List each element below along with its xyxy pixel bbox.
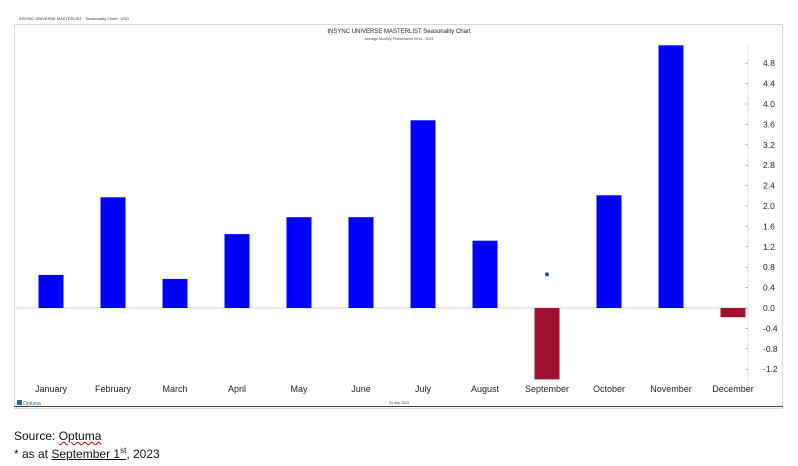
y-tick-label: 3.6 xyxy=(763,119,775,129)
source-prefix: Source: xyxy=(14,429,59,443)
y-tick-label: 4.4 xyxy=(763,79,775,89)
bar-january xyxy=(38,274,64,308)
y-tick-label: 0.8 xyxy=(763,262,775,272)
x-tick-label-july: July xyxy=(415,384,432,394)
x-tick-label-august: August xyxy=(471,384,500,394)
x-tick-label-december: December xyxy=(712,384,754,394)
y-tick-label: 3.2 xyxy=(763,140,775,150)
optuma-logo: Optuma xyxy=(17,400,41,407)
bar-june xyxy=(348,217,374,308)
y-tick-label: 4.8 xyxy=(763,58,775,68)
as-of-year: , 2023 xyxy=(126,447,160,461)
bar-february xyxy=(100,197,126,308)
x-tick-label-november: November xyxy=(650,384,692,394)
bar-september xyxy=(534,308,560,380)
as-of-prefix: * as at xyxy=(14,447,52,461)
footer-separator xyxy=(14,406,783,407)
x-tick-label-march: March xyxy=(162,384,187,394)
optuma-logo-text: Optuma xyxy=(23,401,41,407)
bar-october xyxy=(596,195,622,308)
chart-title: INSYNC UNIVERSE MASTERLIST Seasonality C… xyxy=(327,29,471,35)
y-tick-label: -1.2 xyxy=(763,364,778,374)
y-tick-label: -0.4 xyxy=(763,323,778,333)
x-tick-label-january: January xyxy=(35,384,68,394)
y-tick-label: 1.2 xyxy=(763,242,775,252)
x-tick-label-june: June xyxy=(351,384,371,394)
bar-november xyxy=(658,45,684,309)
y-tick-label: -0.8 xyxy=(763,344,778,354)
chart-window-header: INSYNC UNIVERSE MASTERLIST · Seasonality… xyxy=(19,16,129,21)
y-tick-label: 4.0 xyxy=(763,99,775,109)
optuma-logo-mark xyxy=(17,400,22,405)
y-tick-label: 2.4 xyxy=(763,181,775,191)
bar-august xyxy=(472,240,498,308)
y-tick-label: 1.6 xyxy=(763,221,775,231)
as-of-date: September 1st xyxy=(51,446,127,461)
x-tick-label-october: October xyxy=(593,384,625,394)
as-of-month-day: September 1 xyxy=(51,447,121,461)
bar-july xyxy=(410,120,436,308)
source-note: Source: Optuma xyxy=(14,429,101,443)
chart-subtitle: Average Monthly Performance 2014 - 2023 xyxy=(365,37,434,41)
y-tick-label: 2.8 xyxy=(763,160,775,170)
bar-december xyxy=(720,308,746,318)
as-of-note: * as at September 1st, 2023 xyxy=(14,446,160,461)
y-tick-label: 0.4 xyxy=(763,283,775,293)
bar-may xyxy=(286,217,312,308)
y-tick-label: 2.0 xyxy=(763,201,775,211)
x-tick-label-february: February xyxy=(95,384,132,394)
x-tick-label-april: April xyxy=(228,384,246,394)
chart-frame xyxy=(14,24,783,409)
x-tick-label-may: May xyxy=(290,384,308,394)
y-tick-label: 0.0 xyxy=(763,303,775,313)
bar-april xyxy=(224,234,250,308)
september-marker-dot xyxy=(545,272,549,277)
footer-date: 04 Sep 2023 xyxy=(389,401,409,405)
as-of-superscript: st xyxy=(120,446,127,455)
x-tick-label-september: September xyxy=(525,384,569,394)
source-name: Optuma xyxy=(58,429,102,443)
bar-march xyxy=(162,278,188,308)
